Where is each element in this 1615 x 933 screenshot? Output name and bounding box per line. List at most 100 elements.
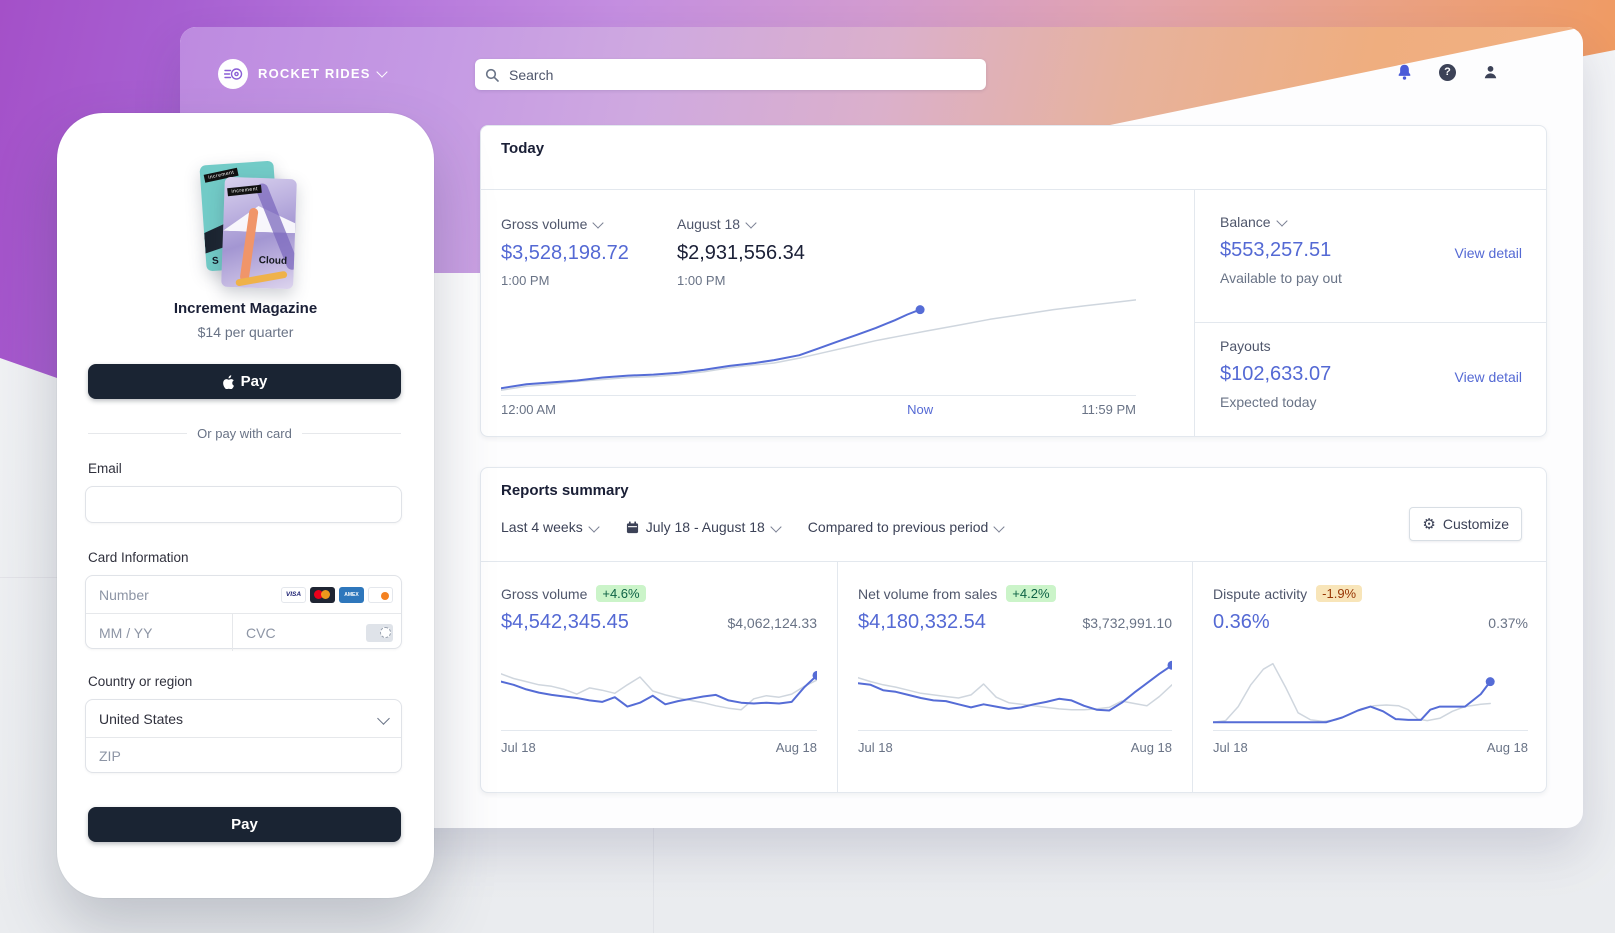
email-field[interactable]	[86, 487, 401, 522]
balance-selector[interactable]: Balance	[1220, 214, 1288, 230]
payouts-view-detail-link[interactable]: View detail	[1454, 369, 1522, 385]
gross-volume-time: 1:00 PM	[501, 273, 550, 288]
comparison-time: 1:00 PM	[677, 273, 726, 288]
country-zip-group: United States	[85, 699, 402, 774]
report-card-dispute-activity: Dispute activity -1.9% 0.36% 0.37% Jul 1…	[1192, 561, 1548, 792]
zip-field[interactable]	[86, 738, 401, 774]
amex-icon: AMEX	[339, 586, 364, 603]
profile-button[interactable]	[1482, 64, 1499, 81]
dispute-activity-mini-chart	[1213, 652, 1528, 731]
product-price: $14 per quarter	[197, 324, 294, 340]
report-card-gross-volume: Gross volume +4.6% $4,542,345.45 $4,062,…	[481, 561, 837, 792]
comparison-filter[interactable]: Compared to previous period	[808, 519, 1006, 535]
search-icon	[485, 68, 499, 82]
or-pay-with-card-divider: Or pay with card	[88, 426, 401, 441]
mini-chart-axis: Jul 18 Aug 18	[501, 740, 817, 755]
delta-badge: -1.9%	[1316, 585, 1363, 602]
country-select[interactable]: United States	[86, 700, 401, 738]
chevron-down-icon	[375, 66, 388, 78]
email-label: Email	[88, 461, 122, 476]
axis-now-label: Now	[907, 402, 934, 417]
gross-volume-selector[interactable]: Gross volume	[501, 216, 605, 232]
cover-back-text: S	[211, 255, 220, 268]
gross-volume-mini-chart	[501, 652, 817, 731]
report-card-net-volume: Net volume from sales +4.2% $4,180,332.5…	[837, 561, 1192, 792]
discover-icon	[368, 586, 393, 603]
country-value: United States	[99, 710, 184, 727]
balance-section: Balance $553,257.51 Available to pay out	[1220, 214, 1342, 286]
comparison-date-selector[interactable]: August 18	[677, 216, 757, 232]
gross-volume-value: $3,528,198.72	[501, 242, 629, 264]
divider	[481, 189, 1546, 190]
delta-badge: +4.2%	[1006, 585, 1056, 602]
payouts-caption: Expected today	[1220, 394, 1317, 410]
chevron-down-icon	[993, 521, 1006, 533]
payouts-label: Payouts	[1220, 338, 1271, 354]
email-field-container	[85, 486, 402, 523]
chevron-down-icon	[592, 217, 605, 229]
mastercard-icon	[310, 586, 335, 603]
reports-filters: Last 4 weeks July 18 - August 18 Compare…	[501, 519, 1006, 535]
apple-icon	[222, 374, 234, 389]
product-title: Increment Magazine	[173, 300, 318, 317]
background-grid-line-horizontal	[0, 577, 57, 578]
divider	[1194, 322, 1546, 323]
apple-pay-button[interactable]: Pay	[88, 364, 401, 399]
expiry-cvc-row	[86, 613, 401, 651]
gear-icon	[1422, 516, 1435, 532]
card-number-field[interactable]	[86, 576, 281, 613]
report-label: Dispute activity	[1213, 585, 1308, 602]
axis-end-label: Aug 18	[1486, 740, 1528, 755]
cvc-card-icon	[366, 623, 393, 642]
reports-title: Reports summary	[501, 482, 629, 499]
cover-front-text: Cloud	[258, 255, 288, 267]
magazine-covers: increment S increment Cloud	[57, 152, 434, 312]
report-value: $4,180,332.54	[858, 611, 986, 633]
comparison-metric: August 18 $2,931,556.34 1:00 PM	[677, 216, 805, 288]
chevron-down-icon	[745, 217, 757, 229]
account-switcher[interactable]: ROCKET RIDES	[258, 66, 388, 81]
magazine-cover-front: increment Cloud	[221, 176, 297, 290]
country-label: Country or region	[88, 674, 193, 689]
today-chart	[501, 298, 1136, 396]
chevron-down-icon	[377, 712, 390, 725]
mini-chart-axis: Jul 18 Aug 18	[858, 740, 1172, 755]
help-button[interactable]	[1439, 63, 1456, 81]
report-value: 0.36%	[1213, 611, 1270, 633]
zip-row	[86, 738, 401, 774]
divider	[1194, 189, 1195, 436]
notifications-button[interactable]	[1396, 63, 1413, 81]
search-input[interactable]	[507, 65, 976, 84]
axis-start-label: Jul 18	[858, 740, 893, 755]
rocket-coin-icon	[223, 68, 242, 80]
axis-end-label: Aug 18	[1130, 740, 1172, 755]
person-icon	[1484, 65, 1497, 78]
mini-chart-axis: Jul 18 Aug 18	[1213, 740, 1528, 755]
delta-badge: +4.6%	[596, 585, 646, 602]
gross-volume-metric: Gross volume $3,528,198.72 1:00 PM	[501, 216, 629, 288]
period-filter[interactable]: Last 4 weeks	[501, 519, 600, 535]
rocket-rides-logo[interactable]	[218, 59, 248, 89]
pay-button[interactable]: Pay	[88, 807, 401, 842]
axis-start-label: Jul 18	[501, 740, 536, 755]
report-label: Net volume from sales	[858, 585, 998, 602]
expiry-field[interactable]	[86, 614, 232, 651]
axis-end-label: 11:59 PM	[1081, 402, 1136, 417]
chevron-down-icon	[588, 521, 600, 533]
today-panel: Today Gross volume $3,528,198.72 1:00 PM…	[480, 125, 1547, 437]
axis-start-label: Jul 18	[1213, 740, 1248, 755]
customize-button[interactable]: Customize	[1409, 507, 1522, 541]
balance-view-detail-link[interactable]: View detail	[1454, 245, 1522, 261]
brand-name: ROCKET RIDES	[258, 66, 371, 81]
search-bar[interactable]	[475, 59, 986, 90]
report-previous-value: 0.37%	[1488, 615, 1528, 631]
divider	[481, 561, 1546, 562]
cvc-field[interactable]	[233, 614, 366, 651]
reports-summary-panel: Reports summary Last 4 weeks July 18 - A…	[480, 467, 1547, 793]
customize-label: Customize	[1442, 516, 1509, 532]
background-grid-line-vertical	[653, 828, 654, 933]
pay-label: Pay	[231, 816, 258, 833]
apple-pay-label: Pay	[240, 373, 268, 390]
date-range-filter[interactable]: July 18 - August 18	[626, 519, 782, 535]
bell-icon	[1398, 64, 1411, 80]
